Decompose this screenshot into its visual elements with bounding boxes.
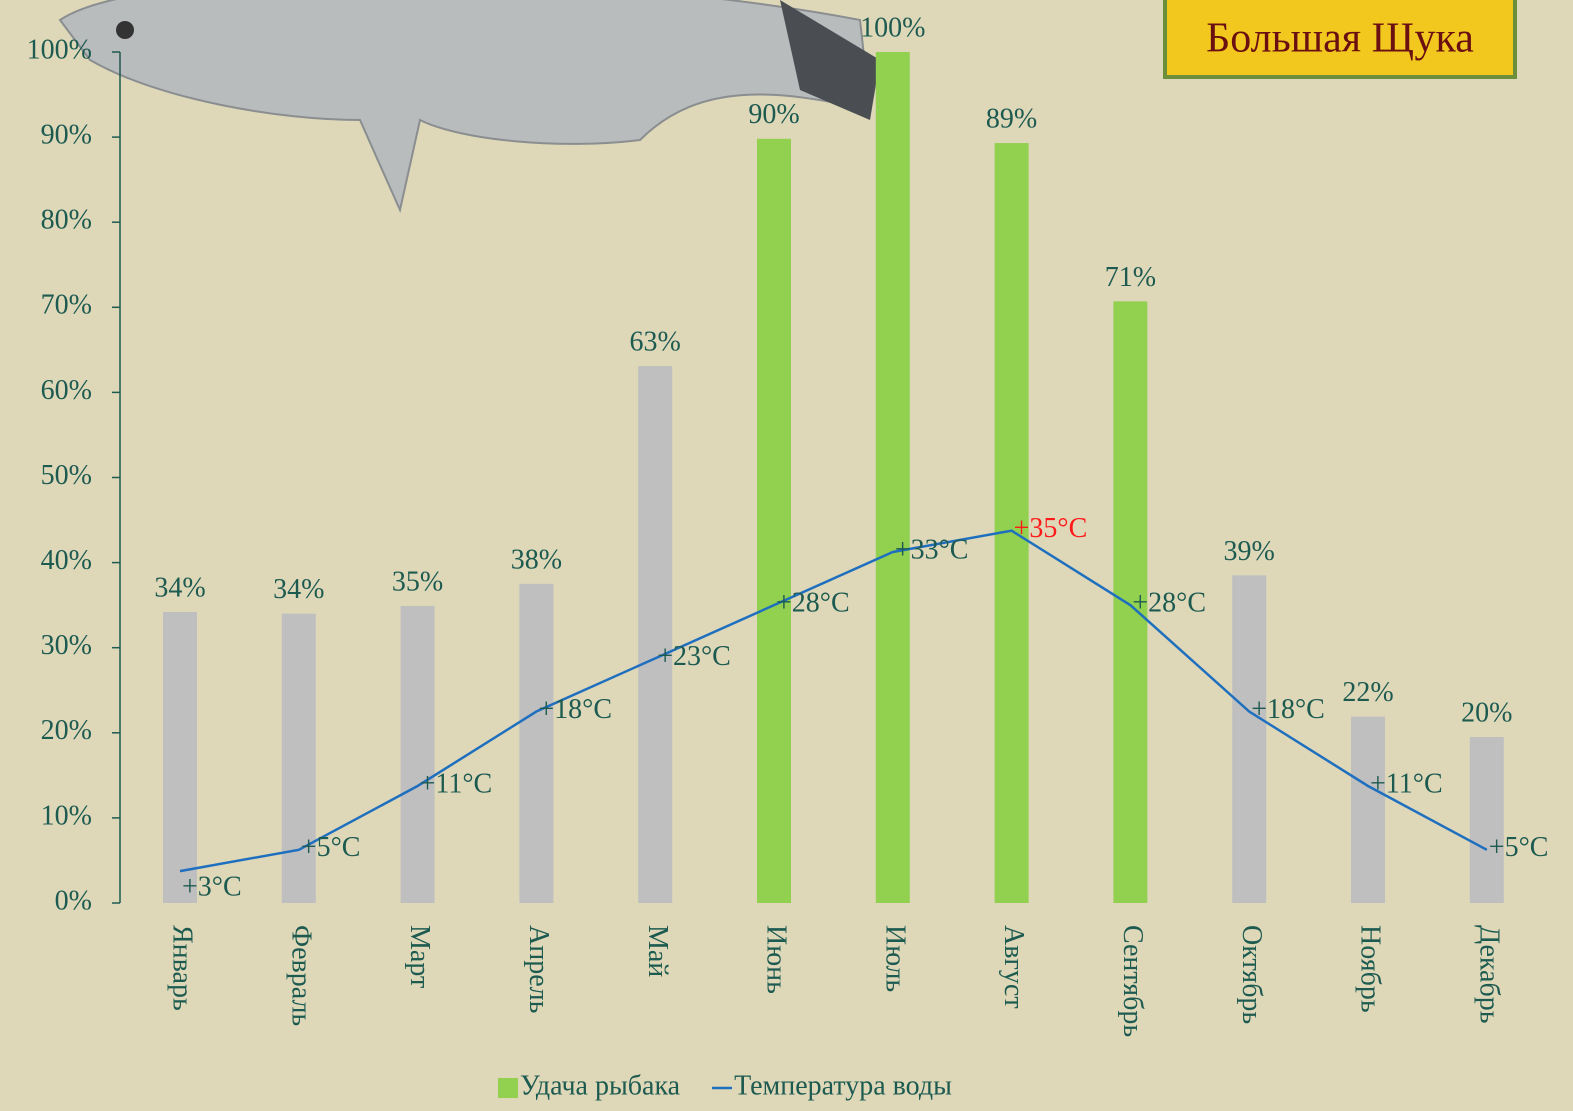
- bar: [1470, 737, 1504, 903]
- x-tick-label: Сентябрь: [1117, 925, 1148, 1037]
- y-tick-label: 20%: [41, 715, 92, 746]
- bar-value-label: 34%: [273, 574, 324, 605]
- line-value-label: +11°C: [1370, 768, 1443, 799]
- legend-label: Удача рыбака: [520, 1070, 681, 1101]
- bar-value-label: 34%: [154, 572, 205, 603]
- y-tick-label: 50%: [41, 460, 92, 491]
- x-tick-label: Апрель: [523, 925, 554, 1013]
- x-tick-label: Ноябрь: [1355, 925, 1386, 1013]
- x-tick-label: Июль: [879, 925, 910, 992]
- bar: [401, 606, 435, 903]
- legend-swatch: [498, 1078, 518, 1098]
- legend-label: Температура воды: [734, 1070, 952, 1101]
- y-tick-label: 60%: [41, 375, 92, 406]
- chart: Большая Щука 0% 10% 20% 30% 40% 50% 60% 70% 80% 9…: [0, 0, 1573, 1111]
- x-tick-label: Октябрь: [1236, 925, 1267, 1024]
- line-value-label: +3°C: [182, 872, 242, 903]
- line-value-label: +23°C: [657, 641, 731, 672]
- y-tick-label: 100%: [27, 34, 92, 65]
- y-tick-label: 10%: [41, 800, 92, 831]
- logo: Большая Щука: [1165, 0, 1515, 77]
- x-tick-label: Февраль: [285, 925, 316, 1026]
- x-tick-label: Май: [642, 925, 673, 977]
- bar: [876, 52, 910, 903]
- bar-value-label: 100%: [860, 12, 925, 43]
- bar-value-label: 89%: [986, 103, 1037, 134]
- x-tick-label: Январь: [167, 925, 198, 1011]
- line-value-label: +11°C: [420, 768, 493, 799]
- bar-value-label: 71%: [1105, 262, 1156, 293]
- line-value-label: +18°C: [538, 694, 612, 725]
- y-tick-label: 0%: [55, 885, 92, 916]
- line-value-label: +28°C: [1132, 588, 1206, 619]
- x-tick-label: Август: [998, 925, 1029, 1009]
- line-value-label: +5°C: [301, 832, 361, 863]
- line-value-label: +35°C: [1014, 513, 1088, 544]
- bar: [1351, 717, 1385, 903]
- bar-value-label: 63%: [630, 326, 681, 357]
- bar-value-label: 35%: [392, 566, 443, 597]
- x-tick-label: Июнь: [761, 925, 792, 994]
- x-tick-label: Декабрь: [1473, 925, 1504, 1024]
- x-tick-label: Март: [404, 925, 435, 988]
- y-tick-label: 90%: [41, 120, 92, 151]
- y-tick-label: 30%: [41, 630, 92, 661]
- y-tick-label: 40%: [41, 545, 92, 576]
- bar-value-label: 90%: [748, 99, 799, 130]
- bar-value-label: 38%: [511, 544, 562, 575]
- line-value-label: +18°C: [1251, 694, 1325, 725]
- bar-value-label: 20%: [1461, 697, 1512, 728]
- bar-value-label: 22%: [1342, 677, 1393, 708]
- y-tick-label: 70%: [41, 290, 92, 321]
- bar: [757, 139, 791, 903]
- line-value-label: +5°C: [1489, 832, 1549, 863]
- bar: [163, 612, 197, 903]
- logo-text: Большая Щука: [1206, 16, 1474, 62]
- bar: [638, 366, 672, 903]
- line-value-label: +33°C: [895, 534, 969, 565]
- line-value-label: +28°C: [776, 588, 850, 619]
- y-tick-label: 80%: [41, 205, 92, 236]
- bar: [519, 584, 553, 903]
- bar-value-label: 39%: [1224, 536, 1275, 567]
- bar: [1232, 575, 1266, 903]
